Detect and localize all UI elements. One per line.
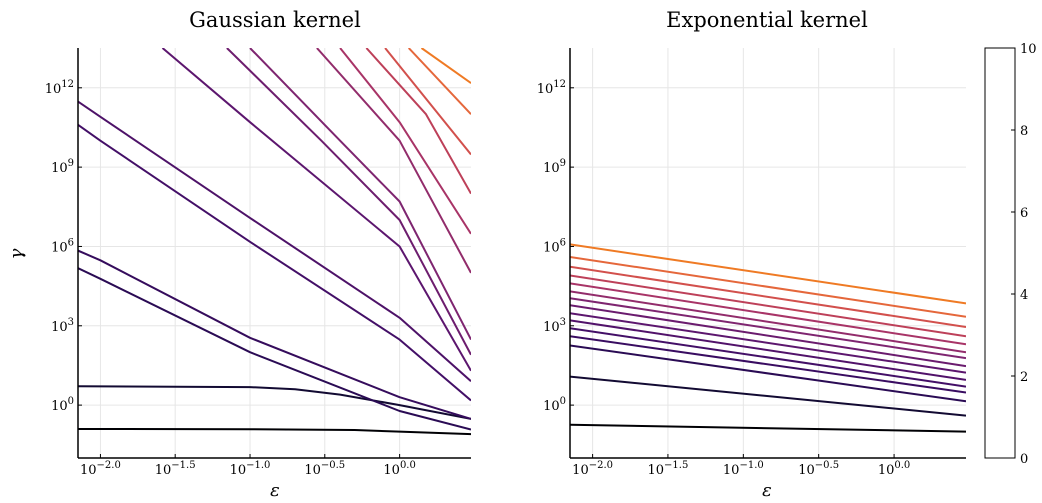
y-tick-label: 103 xyxy=(51,317,74,335)
series-line-10 xyxy=(339,48,471,235)
x-axis-label: ε xyxy=(762,480,772,501)
series-line-13 xyxy=(407,48,471,115)
series-line-14 xyxy=(570,243,966,305)
colorbar-box xyxy=(984,47,1016,459)
x-tick-label: 10−1.0 xyxy=(230,460,271,478)
series-line-11 xyxy=(570,274,966,338)
series-line-13 xyxy=(570,256,966,318)
y-tick-label: 100 xyxy=(543,396,566,414)
colorbar-tick-label: 4 xyxy=(1020,288,1028,303)
x-tick-label: 100.0 xyxy=(878,460,910,478)
y-tick-label: 106 xyxy=(51,237,74,255)
x-tick-label: 10−1.5 xyxy=(155,460,196,478)
y-tick-labels: 100 103 106 109 1012 xyxy=(45,79,74,414)
x-tick-labels: 10−2.0 10−1.5 10−1.0 10−0.5 100.0 xyxy=(80,460,416,478)
y-tick-label: 103 xyxy=(543,317,566,335)
chart-panel-gaussian: Gaussian kernel 10−2.0 10−1.5 10−1.0 10−0.5… xyxy=(6,8,471,501)
colorbar-tick-label: 6 xyxy=(1020,206,1028,221)
y-tick-label: 109 xyxy=(51,158,74,176)
series-line-12 xyxy=(384,48,471,156)
colorbar-ticks: 0 2 4 6 8 10 xyxy=(1011,42,1037,467)
series-line-5 xyxy=(570,319,966,381)
series-line-9 xyxy=(570,290,966,354)
grid xyxy=(78,48,471,458)
chart-panel-exponential: Exponential kernel 10−2.0 10−1.5 10−1.0 10−… xyxy=(537,8,966,501)
chart-title: Gaussian kernel xyxy=(189,8,361,32)
y-tick-label: 100 xyxy=(51,396,74,414)
y-tick-labels: 100 103 106 109 1012 xyxy=(537,79,566,414)
y-axis-label: γ xyxy=(6,248,27,259)
series-line-9 xyxy=(316,48,471,274)
series-line-8 xyxy=(570,297,966,360)
y-tick-label: 1012 xyxy=(537,79,566,97)
series-line-1 xyxy=(570,375,966,417)
colorbar: 0 2 4 6 8 10 xyxy=(984,42,1037,467)
series-line-4 xyxy=(78,123,471,402)
series-line-6 xyxy=(161,48,471,372)
series-line-0 xyxy=(570,423,966,433)
series-lines xyxy=(570,243,966,433)
colorbar-tick-label: 10 xyxy=(1020,42,1037,57)
y-tick-label: 1012 xyxy=(45,79,74,97)
x-tick-label: 10−2.0 xyxy=(572,460,613,478)
x-tick-label: 10−0.5 xyxy=(798,460,839,478)
series-line-1 xyxy=(78,385,471,420)
x-tick-label: 10−0.5 xyxy=(304,460,345,478)
series-line-3 xyxy=(78,249,471,420)
x-tick-label: 10−2.0 xyxy=(80,460,121,478)
series-line-14 xyxy=(420,48,471,84)
axes xyxy=(77,48,471,459)
x-tick-labels: 10−2.0 10−1.5 10−1.0 10−0.5 100.0 xyxy=(572,460,910,478)
series-line-11 xyxy=(365,48,471,195)
series-line-3 xyxy=(570,335,966,394)
colorbar-tick-label: 8 xyxy=(1020,124,1028,139)
y-tick-label: 106 xyxy=(543,237,566,255)
chart-title: Exponential kernel xyxy=(666,8,868,32)
series-lines xyxy=(78,48,471,436)
series-line-5 xyxy=(78,100,471,382)
x-tick-label: 100.0 xyxy=(383,460,415,478)
series-line-7 xyxy=(226,48,471,356)
series-line-2 xyxy=(78,267,471,431)
x-axis-label: ε xyxy=(270,480,280,501)
x-tick-label: 10−1.5 xyxy=(648,460,689,478)
series-line-2 xyxy=(570,344,966,403)
x-tick-label: 10−1.0 xyxy=(723,460,764,478)
series-line-6 xyxy=(570,312,966,374)
series-line-4 xyxy=(570,327,966,388)
colorbar-tick-label: 0 xyxy=(1020,452,1028,467)
axes xyxy=(569,48,966,459)
series-line-0 xyxy=(78,428,471,436)
series-line-8 xyxy=(249,48,471,341)
y-tick-label: 109 xyxy=(543,158,566,176)
series-line-7 xyxy=(570,304,966,368)
colorbar-tick-label: 2 xyxy=(1020,370,1028,385)
series-line-10 xyxy=(570,282,966,346)
series-line-12 xyxy=(570,265,966,328)
